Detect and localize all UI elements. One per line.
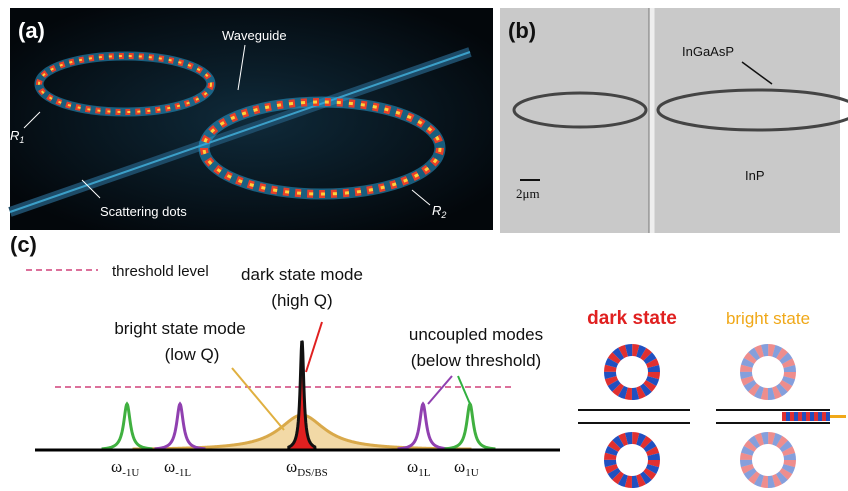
label: dark state mode — [241, 265, 363, 284]
pointer — [458, 376, 470, 404]
frequency-label: ω-1L — [164, 457, 191, 479]
symbol: ω — [164, 457, 175, 476]
peak — [156, 404, 204, 450]
subscript: -1U — [122, 467, 139, 479]
subscript: 1U — [465, 467, 479, 479]
ring-mode — [746, 350, 790, 394]
pointer — [232, 368, 284, 430]
label: (high Q) — [271, 291, 332, 310]
peak — [399, 404, 447, 450]
symbol: ω — [111, 457, 122, 476]
ring-mode — [610, 438, 654, 482]
symbol: ω — [286, 457, 297, 476]
panel-label: (b) — [508, 18, 536, 43]
pointer — [428, 376, 452, 404]
frequency-label: ω1L — [407, 457, 431, 479]
peak — [446, 404, 494, 450]
ring-mode — [610, 350, 654, 394]
frequency-label: ωDS/BS — [286, 457, 328, 479]
label: Waveguide — [222, 28, 287, 43]
frequency-label: ω1U — [454, 457, 479, 479]
subscript: 1L — [418, 467, 431, 479]
label: InP — [745, 168, 765, 183]
frequency-label: ω-1U — [111, 457, 139, 479]
label: Scattering dots — [100, 204, 187, 219]
legend-label: threshold level — [112, 263, 209, 280]
subscript: DS/BS — [297, 467, 328, 479]
label: bright state mode — [114, 319, 245, 338]
subscript: -1L — [175, 467, 191, 479]
label: (low Q) — [165, 345, 220, 364]
label: (below threshold) — [411, 351, 541, 370]
mode-rings — [610, 350, 790, 482]
panel-label: (c) — [10, 232, 37, 257]
symbol: ω — [454, 457, 465, 476]
figure: (a) Waveguide R1 Scattering dots R2 (b) … — [0, 0, 848, 491]
pointer — [306, 322, 322, 372]
label: InGaAsP — [682, 44, 734, 59]
symbol: ω — [407, 457, 418, 476]
state-title: dark state — [587, 308, 677, 329]
peak — [103, 404, 151, 450]
panel-label: (a) — [18, 18, 45, 43]
label: uncoupled modes — [409, 325, 543, 344]
ring-mode — [746, 438, 790, 482]
state-title: bright state — [726, 309, 810, 328]
label: 2μm — [516, 186, 540, 201]
